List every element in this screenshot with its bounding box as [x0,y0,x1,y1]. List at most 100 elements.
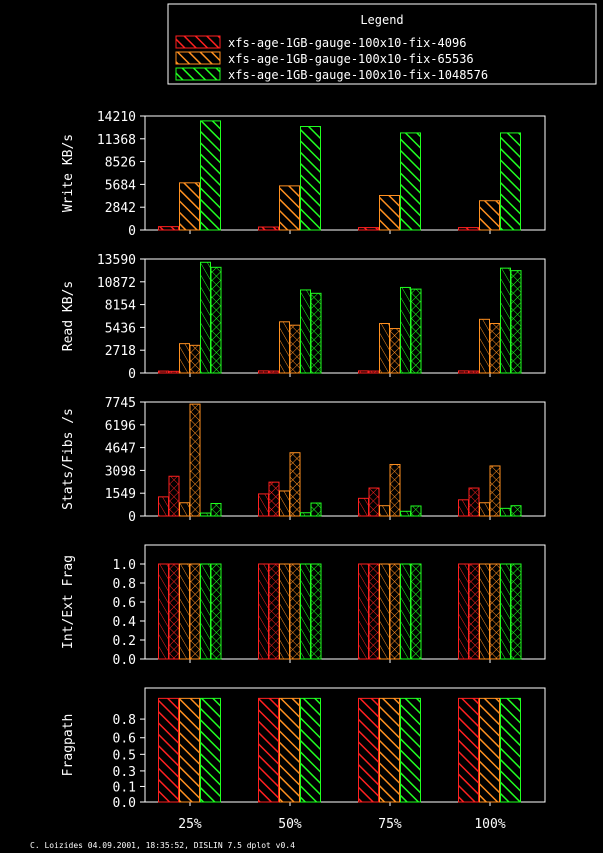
bar-frag-s2-50%-1 [279,563,290,660]
bar-write-s3-75% [400,132,421,231]
bar-read-s1-75%-1 [358,370,369,374]
bar-read-s3-25%-1 [200,261,211,374]
bar-write-s3-100% [500,132,521,231]
ytick-label-read-0: 0 [128,367,136,382]
bar-frag-s2-25%-1 [179,563,190,660]
bar-frag-s1-100%-1 [458,563,469,660]
bar-stats-s2-25%-2 [189,403,201,517]
bar-stats-s2-50%-2 [289,452,301,517]
ylabel-fragpath: Fragpath [61,714,76,777]
bar-frag-s2-75%-2 [389,563,401,660]
legend: Legend xfs-age-1GB-gauge-100x10-fix-4096… [167,3,597,85]
bar-read-s3-75%-1 [400,286,411,374]
bar-frag-s3-25%-1 [200,563,211,660]
bar-write-s3-50% [300,126,321,231]
bar-frag-s3-100%-2 [510,563,522,660]
bar-read-s3-100%-1 [500,267,511,374]
footer-credit: C. Loizides 04.09.2001, 18:35:52, DISLIN… [30,841,295,850]
bar-frag-s1-50%-2 [268,563,280,660]
bar-stats-s2-75%-2 [389,463,401,517]
bar-stats-s3-25%-2 [210,502,222,517]
bar-frag-s1-25%-1 [158,563,169,660]
bar-write-s1-25% [158,226,179,231]
ytick-label-fragpath-1: 0.1 [113,780,136,795]
ytick-label-write-2: 5684 [105,178,136,193]
bar-fragpath-s2-25% [179,697,200,803]
ytick-label-fragpath-2: 0.3 [113,765,136,780]
bar-fragpath-s1-75% [358,697,379,803]
ytick-label-read-3: 8154 [105,299,136,314]
bar-stats-s3-25%-1 [200,512,211,517]
bar-read-s2-100%-2 [489,323,501,374]
ytick-label-fragpath-3: 0.5 [113,748,136,763]
bar-write-s1-50% [258,226,279,231]
bar-write-s2-75% [379,195,400,231]
ylabel-read: Read KB/s [61,281,76,351]
ytick-label-stats-1: 1549 [105,487,136,502]
bar-frag-s1-75%-2 [368,563,380,660]
bar-read-s2-75%-1 [379,323,390,374]
bar-read-s3-50%-2 [310,292,322,374]
bar-read-s3-50%-1 [300,289,311,374]
legend-frame [167,3,597,85]
bar-write-s2-50% [279,185,300,231]
bar-stats-s1-100%-1 [458,499,469,517]
bar-write-s2-100% [479,200,500,231]
panel-write: 0 2842 5684 8526 11368 14210 Write KB/s [61,110,546,239]
ylabel-stats: Stats/Fibs /s [61,408,76,510]
bar-read-s2-25%-2 [189,344,201,374]
bar-fragpath-s2-50% [279,697,300,803]
bar-read-s1-25%-2 [168,370,180,374]
bar-fragpath-s1-25% [158,697,179,803]
ytick-label-write-3: 8526 [105,156,136,171]
ytick-label-frag-3: 0.6 [113,596,136,611]
bar-stats-s2-75%-1 [379,505,390,517]
bar-fragpath-s3-50% [300,697,321,803]
bar-read-s1-75%-2 [368,370,380,374]
bar-frag-s2-100%-2 [489,563,501,660]
bar-frag-s2-25%-2 [189,563,201,660]
bar-stats-s2-50%-1 [279,490,290,517]
ytick-label-write-0: 0 [128,224,136,239]
bar-frag-s3-100%-1 [500,563,511,660]
bar-read-s3-100%-2 [510,270,522,374]
bar-write-s1-100% [458,227,479,231]
bar-stats-s3-50%-2 [310,502,322,517]
bar-read-s2-50%-2 [289,324,301,374]
bar-stats-s1-50%-1 [258,493,269,517]
bar-stats-s2-100%-2 [489,465,501,517]
bar-stats-s1-75%-2 [368,487,380,517]
ytick-label-stats-3: 4647 [105,442,136,457]
legend-swatch-1 [175,35,221,49]
bar-stats-s2-25%-1 [179,502,190,517]
ylabel-frag: Int/Ext Frag [61,555,76,649]
xtick-label-2: 50% [278,817,302,832]
bar-stats-s1-100%-2 [468,487,480,517]
bar-stats-s3-75%-1 [400,510,411,517]
bar-frag-s2-50%-2 [289,563,301,660]
bar-read-s1-100%-2 [468,370,480,374]
bar-frag-s3-75%-2 [410,563,422,660]
ytick-label-stats-0: 0 [128,510,136,525]
bar-read-s2-25%-1 [179,343,190,374]
ytick-label-frag-2: 0.4 [113,615,137,630]
bar-stats-s3-50%-1 [300,512,311,517]
bar-frag-s3-75%-1 [400,563,411,660]
bar-frag-s2-100%-1 [479,563,490,660]
bar-stats-s1-25%-2 [168,475,180,517]
ytick-label-read-1: 2718 [105,344,136,359]
ytick-label-read-5: 13590 [97,253,136,268]
ytick-label-write-5: 14210 [97,110,136,125]
bar-fragpath-s3-100% [500,697,521,803]
panel-frame-fragpath [144,687,546,803]
bar-read-s1-50%-2 [268,370,280,374]
panel-fragpath: 0.00.10.3 0.50.6 0.8 Fragpath [61,687,546,811]
bar-write-s3-25% [200,120,221,231]
bar-frag-s2-75%-1 [379,563,390,660]
bar-frag-s3-50%-1 [300,563,311,660]
ytick-label-read-2: 5436 [105,321,136,336]
bar-read-s3-75%-2 [410,288,422,374]
bar-stats-s2-100%-1 [479,502,490,517]
bar-fragpath-s3-75% [400,697,421,803]
